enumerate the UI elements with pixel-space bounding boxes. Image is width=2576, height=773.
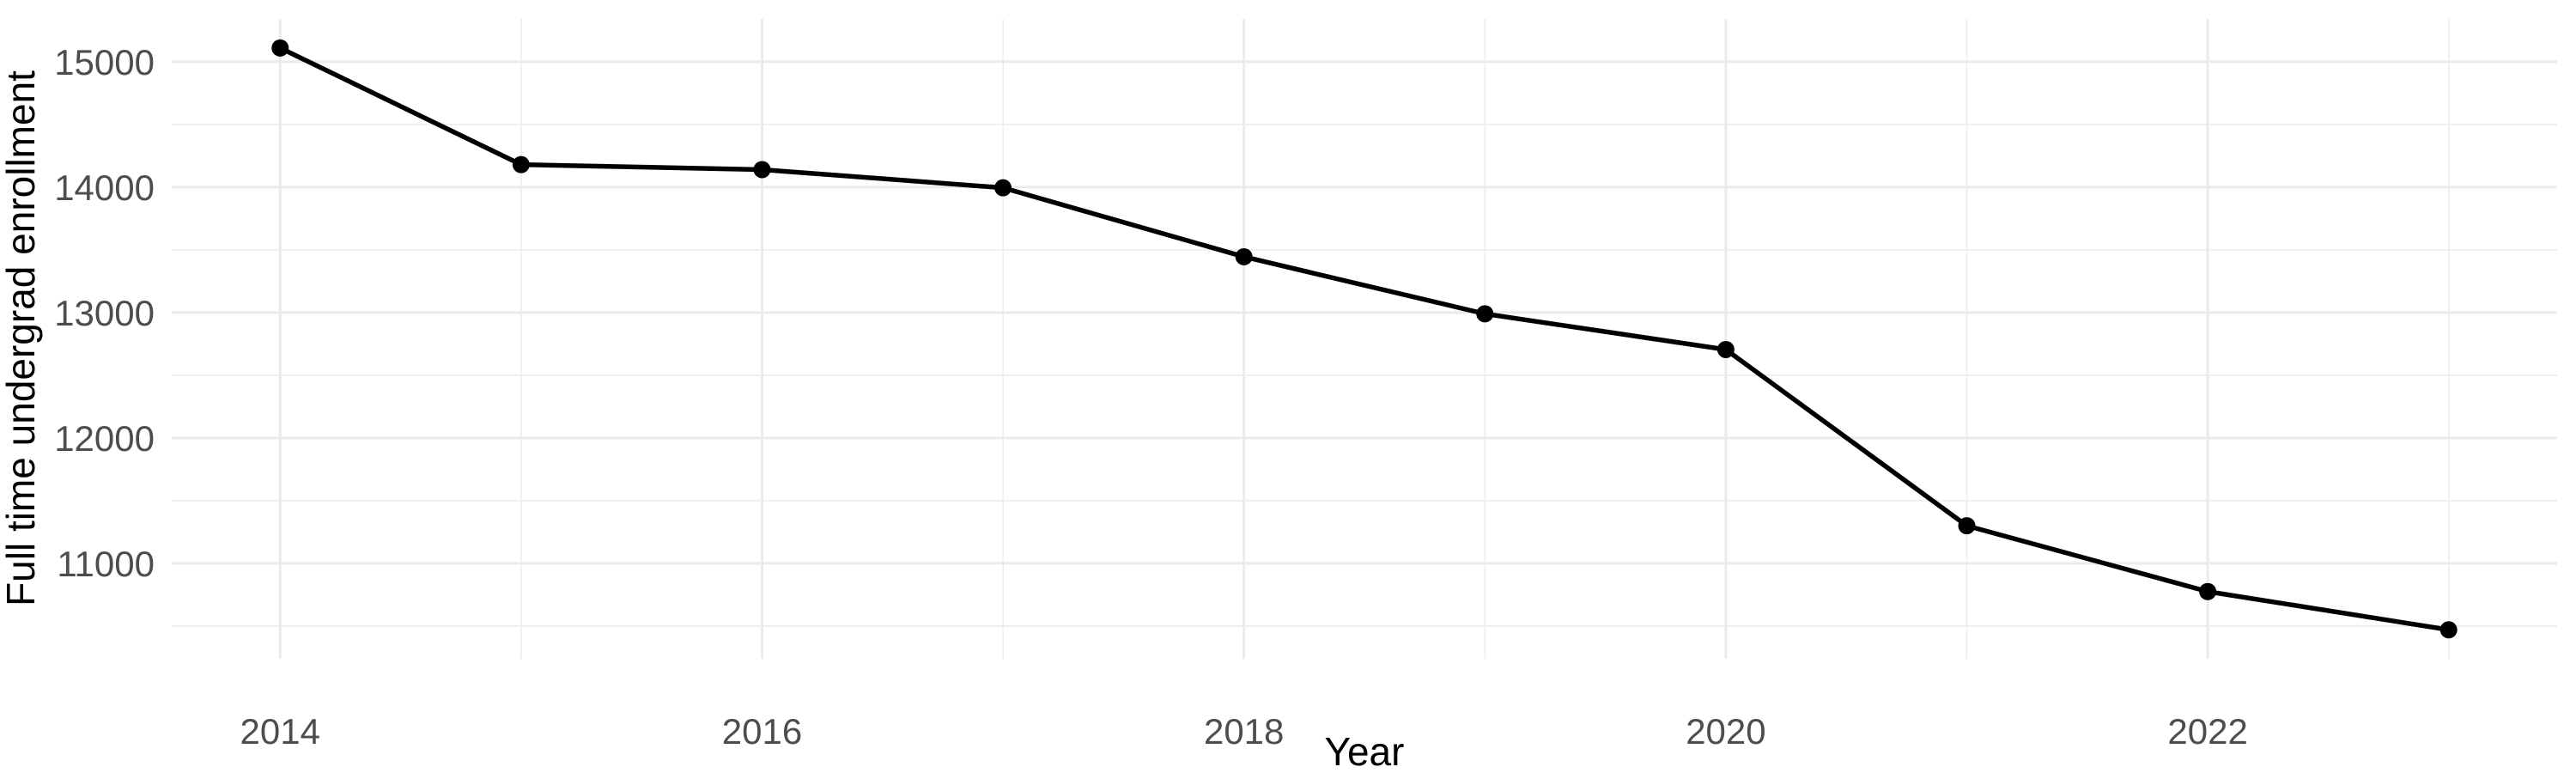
data-point [1235, 247, 1253, 265]
data-point [753, 161, 771, 179]
data-point [994, 179, 1012, 197]
y-axis-tick-labels: 11000 12000 13000 14000 15000 [54, 42, 155, 584]
x-axis-tick-labels: 2014 2016 2018 2020 2022 [240, 711, 2248, 752]
gridlines-minor [172, 19, 2557, 659]
data-point [512, 155, 530, 173]
x-tick-label: 2018 [1204, 711, 1284, 752]
data-series-layer [271, 39, 2458, 639]
data-point [1958, 517, 1976, 535]
data-point [271, 39, 289, 57]
x-tick-label: 2016 [722, 711, 802, 752]
gridlines-major [172, 19, 2557, 659]
data-point [1716, 340, 1735, 358]
data-point [1476, 305, 1494, 323]
x-tick-label: 2014 [240, 711, 320, 752]
y-tick-label: 12000 [54, 418, 155, 459]
data-point [2199, 582, 2217, 600]
x-tick-label: 2020 [1686, 711, 1765, 752]
y-tick-label: 11000 [57, 544, 155, 584]
x-axis-title: Year [1325, 729, 1405, 773]
x-tick-label: 2022 [2167, 711, 2247, 752]
data-point [2439, 621, 2458, 639]
y-tick-label: 14000 [54, 167, 155, 208]
y-tick-label: 13000 [54, 293, 155, 333]
y-axis-title: Full time undergrad enrollment [0, 70, 43, 606]
y-tick-label: 15000 [54, 42, 155, 82]
trend-line [279, 46, 2450, 632]
